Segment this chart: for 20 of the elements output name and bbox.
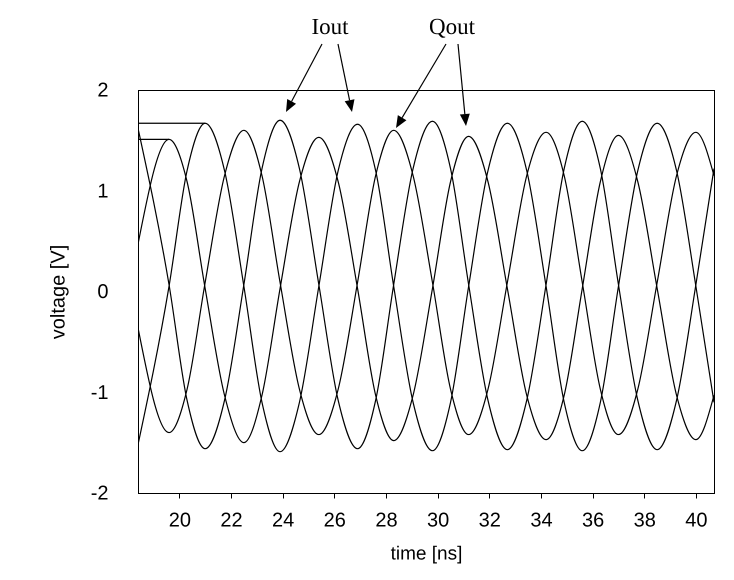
x-tick-label: 30: [427, 510, 450, 532]
y-tick-label: -2: [90, 482, 108, 504]
x-tick-label: 24: [272, 510, 294, 532]
y-tick-label: 1: [97, 180, 108, 202]
y-axis-title: voltage [V]: [48, 244, 70, 340]
x-tick-label: 34: [530, 510, 553, 532]
y-tick-label: -1: [90, 382, 108, 404]
text: Iout: [311, 14, 350, 39]
x-axis-title: time [ns]: [390, 544, 462, 564]
x-tick-label: 20: [168, 510, 191, 532]
x-tick-label: 28: [375, 510, 398, 532]
x-tick-label: 36: [582, 510, 604, 532]
x-tick-label: 32: [478, 510, 501, 532]
x-tick-label: 40: [685, 510, 708, 532]
text: Qout: [429, 14, 476, 39]
x-tick-label: 26: [324, 510, 346, 532]
y-tick-label: 0: [97, 281, 108, 303]
x-tick-label: 38: [634, 510, 656, 532]
y-tick-label: 2: [97, 80, 108, 102]
x-tick-label: 22: [220, 510, 243, 532]
